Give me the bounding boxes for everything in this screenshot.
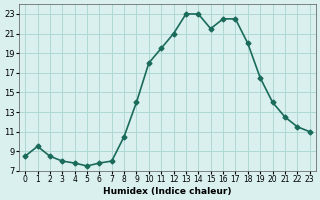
X-axis label: Humidex (Indice chaleur): Humidex (Indice chaleur) — [103, 187, 232, 196]
